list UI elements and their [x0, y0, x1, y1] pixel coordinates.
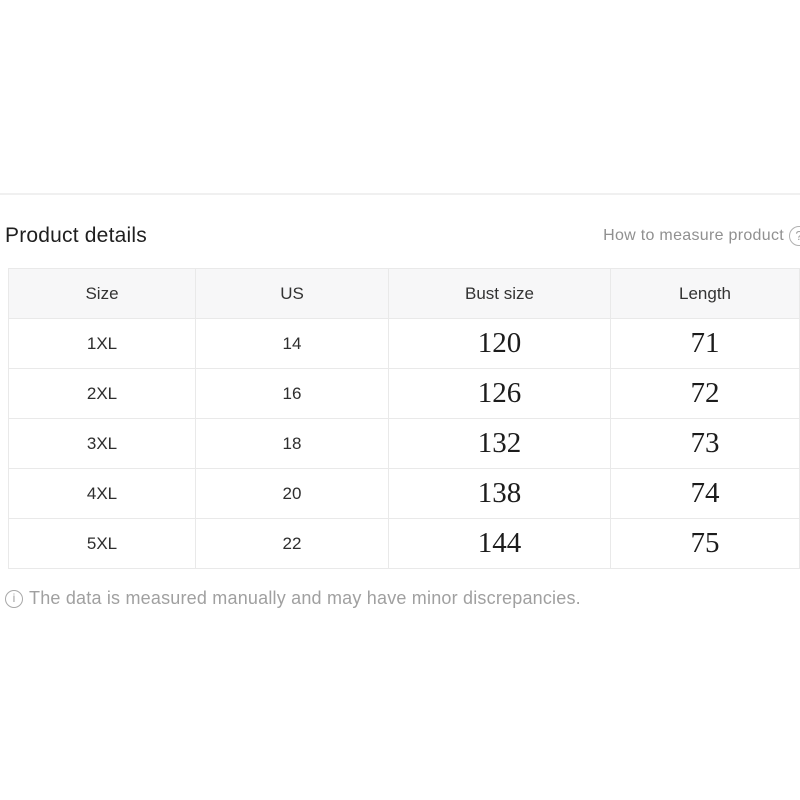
table-row: 1XL 14 120 71: [8, 318, 800, 369]
size-chart-table: Size US Bust size Length 1XL 14 120 71 2…: [8, 268, 800, 569]
us-cell: 20: [195, 468, 389, 519]
disclaimer-text: The data is measured manually and may ha…: [29, 588, 581, 608]
column-header-us: US: [195, 268, 389, 319]
size-cell: 4XL: [8, 468, 196, 519]
column-header-size: Size: [8, 268, 196, 319]
bust-size-cell: 126: [388, 368, 611, 419]
size-cell: 5XL: [8, 518, 196, 569]
column-header-length: Length: [610, 268, 800, 319]
table-row: 5XL 22 144 75: [8, 518, 800, 569]
bust-size-cell: 138: [388, 468, 611, 519]
help-icon[interactable]: ?: [789, 226, 800, 246]
table-header-row: Size US Bust size Length: [8, 268, 800, 319]
info-icon: i: [5, 589, 23, 608]
how-to-measure-link[interactable]: How to measure product ?: [603, 226, 800, 246]
size-cell: 1XL: [8, 318, 196, 369]
length-cell: 73: [610, 418, 800, 469]
length-cell: 72: [610, 368, 800, 419]
column-header-bust-size: Bust size: [388, 268, 611, 319]
section-header: Product details How to measure product ?: [5, 220, 800, 252]
us-cell: 16: [195, 368, 389, 419]
info-icon-glyph: i: [12, 590, 16, 605]
bust-size-cell: 132: [388, 418, 611, 469]
help-icon-glyph: ?: [795, 228, 800, 243]
size-cell: 3XL: [8, 418, 196, 469]
us-cell: 14: [195, 318, 389, 369]
table-row: 3XL 18 132 73: [8, 418, 800, 469]
us-cell: 18: [195, 418, 389, 469]
bust-size-cell: 120: [388, 318, 611, 369]
size-cell: 2XL: [8, 368, 196, 419]
length-cell: 75: [610, 518, 800, 569]
page-title: Product details: [5, 224, 147, 247]
measurement-disclaimer: i The data is measured manually and may …: [5, 588, 800, 609]
section-divider: [0, 193, 800, 195]
length-cell: 74: [610, 468, 800, 519]
us-cell: 22: [195, 518, 389, 569]
table-row: 4XL 20 138 74: [8, 468, 800, 519]
length-cell: 71: [610, 318, 800, 369]
how-to-measure-label: How to measure product: [603, 227, 784, 244]
bust-size-cell: 144: [388, 518, 611, 569]
table-row: 2XL 16 126 72: [8, 368, 800, 419]
